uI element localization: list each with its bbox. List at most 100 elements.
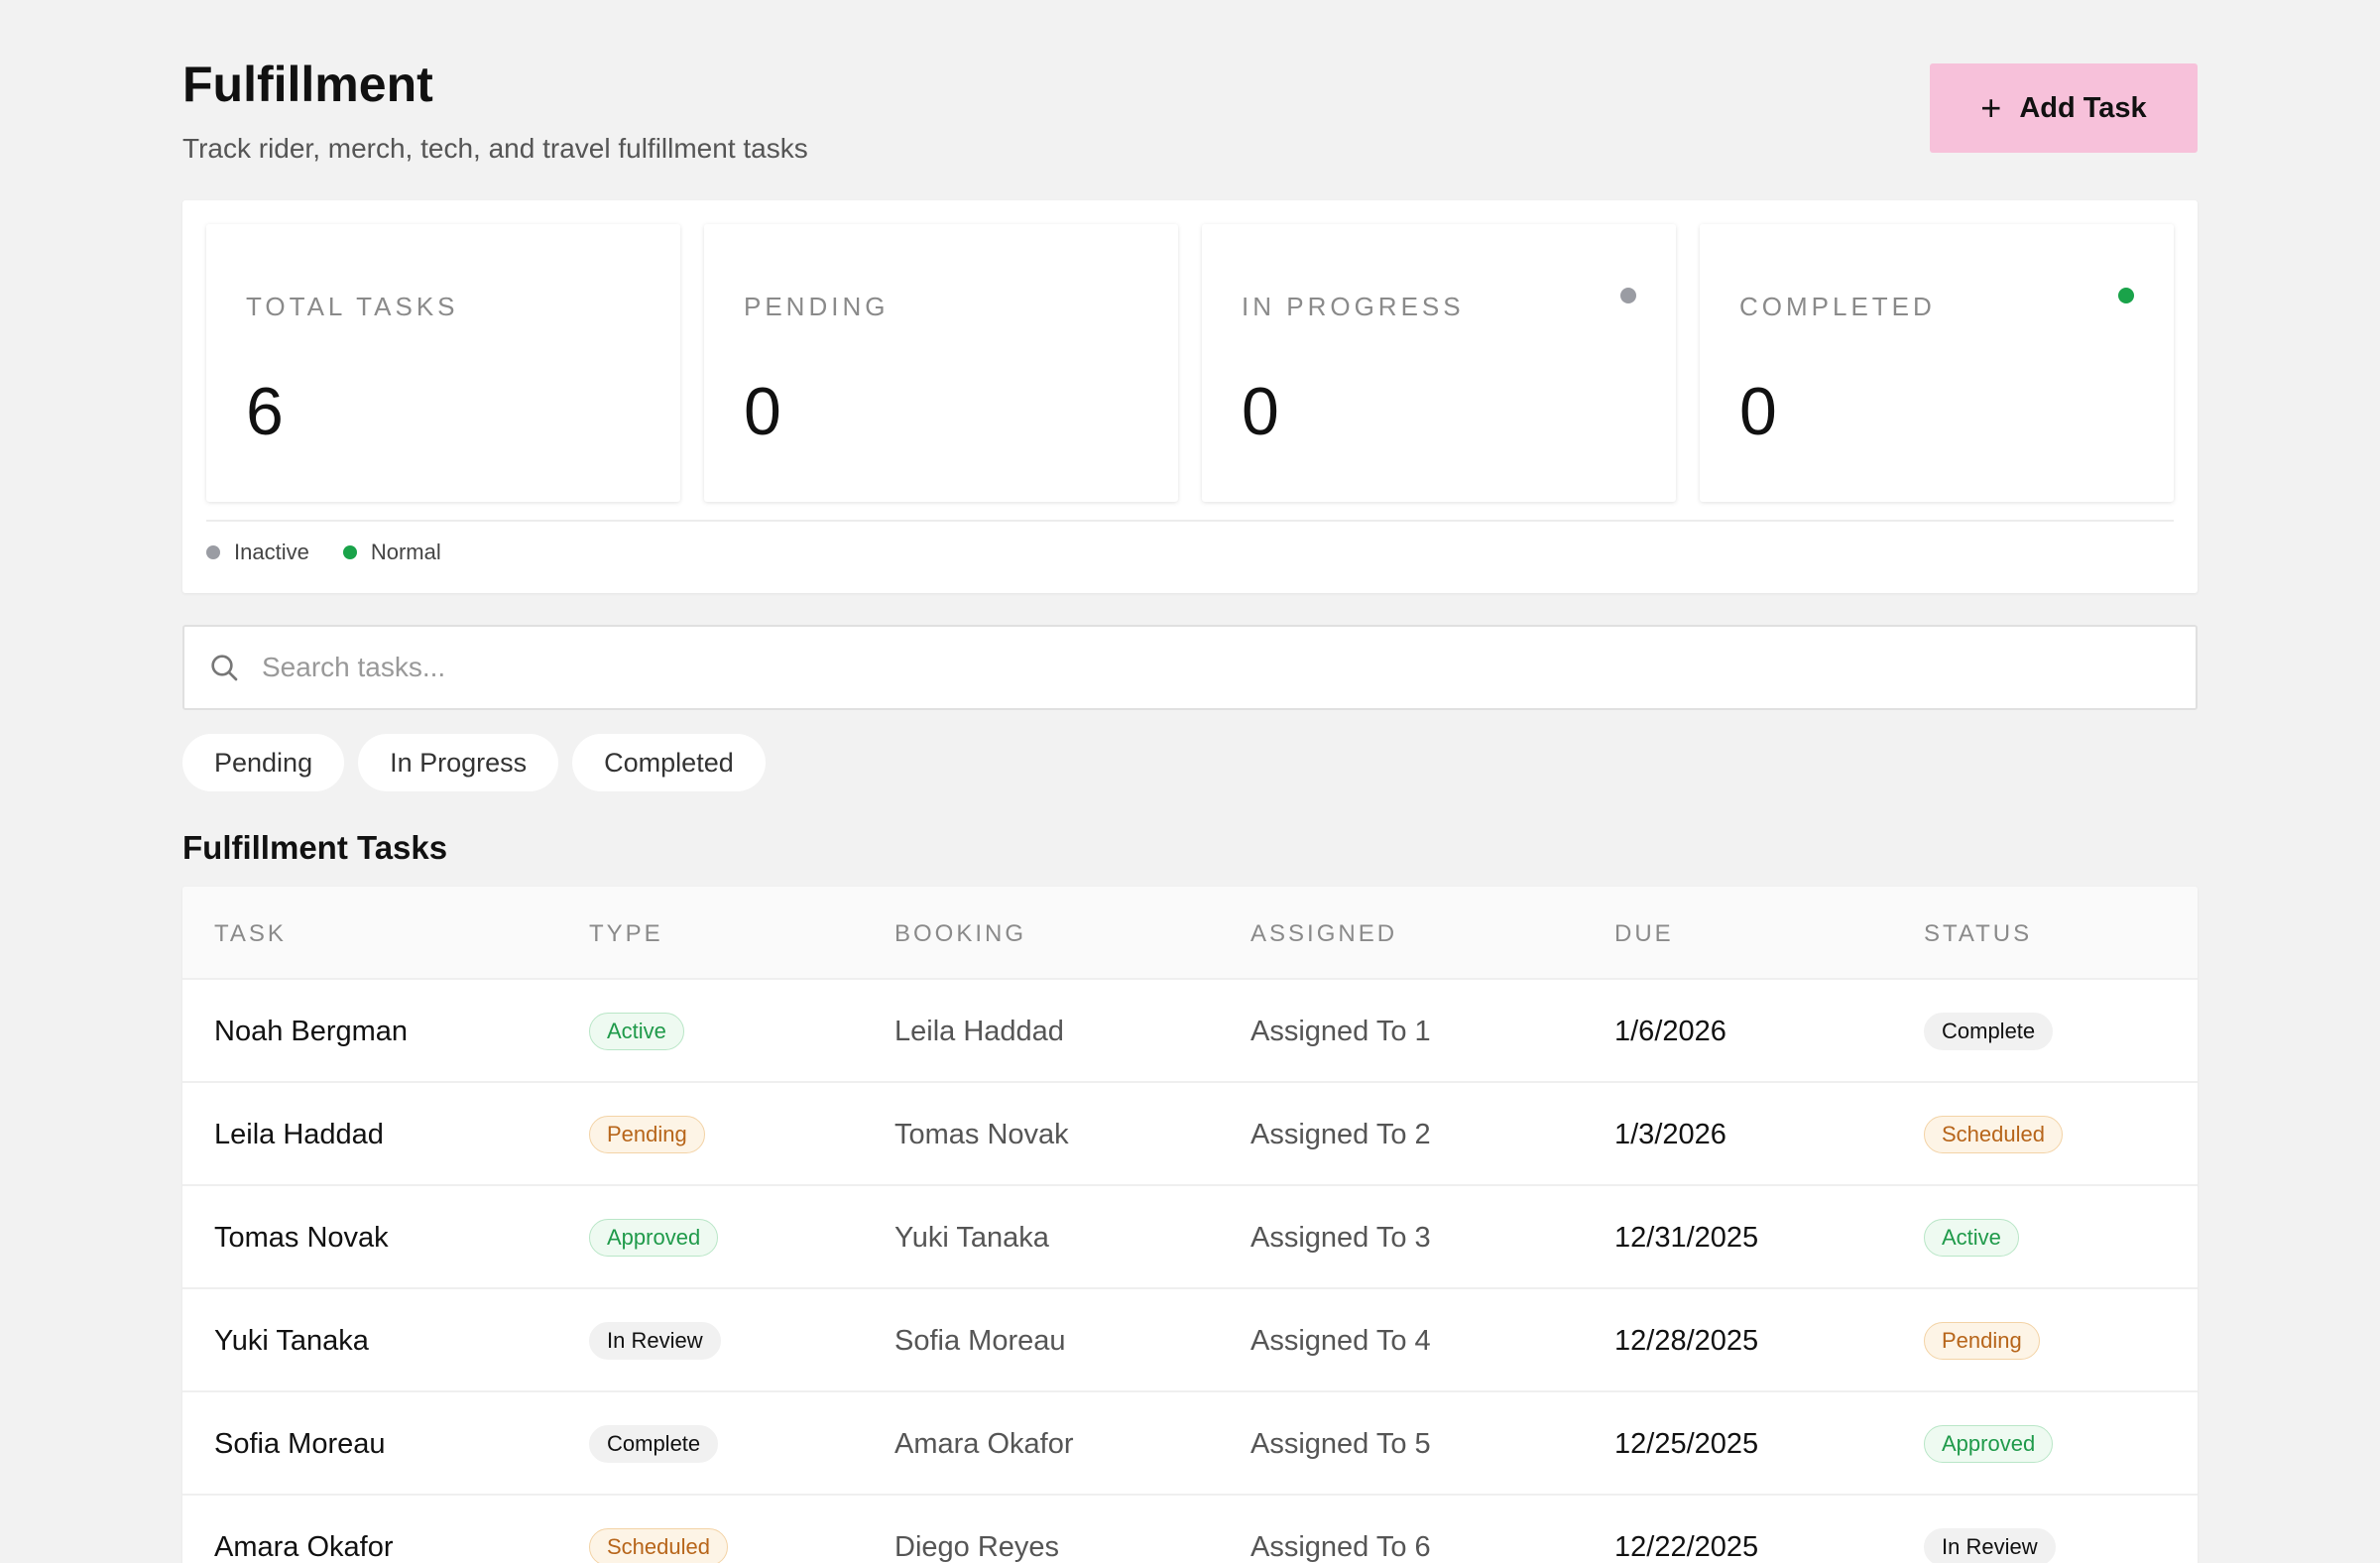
table-row[interactable]: Amara Okafor Scheduled Diego Reyes Assig…: [182, 1494, 2198, 1563]
table-row[interactable]: Noah Bergman Active Leila Haddad Assigne…: [182, 978, 2198, 1081]
status-badge: Scheduled: [1924, 1116, 2063, 1153]
add-task-label: Add Task: [2019, 91, 2147, 124]
stat-label: IN PROGRESS: [1242, 292, 1465, 321]
due-cell: 1/6/2026: [1614, 1015, 1726, 1047]
status-cell: Active: [1924, 1186, 2019, 1289]
page: Fulfillment Track rider, merch, tech, an…: [182, 0, 2198, 1563]
type-cell: Scheduled: [589, 1496, 728, 1563]
status-badge: Pending: [1924, 1322, 2040, 1360]
legend-item-inactive: Inactive: [206, 540, 309, 565]
booking-cell: Tomas Novak: [894, 1118, 1069, 1150]
type-cell: Complete: [589, 1392, 719, 1496]
filter-chip-pending[interactable]: Pending: [182, 734, 345, 791]
status-cell: Complete: [1924, 980, 2054, 1083]
table-row[interactable]: Yuki Tanaka In Review Sofia Moreau Assig…: [182, 1287, 2198, 1390]
stat-card-total-tasks: TOTAL TASKS 6: [206, 224, 680, 502]
stat-value: 0: [1739, 374, 1777, 449]
status-badge: Approved: [1924, 1425, 2054, 1463]
assigned-cell: Assigned To 3: [1250, 1221, 1431, 1254]
filter-chip-in-progress[interactable]: In Progress: [358, 734, 559, 791]
stat-card-pending: PENDING 0: [704, 224, 1178, 502]
assigned-cell: Assigned To 5: [1250, 1427, 1431, 1460]
plus-icon: +: [1980, 87, 2002, 128]
type-badge: Approved: [589, 1219, 719, 1257]
status-cell: Scheduled: [1924, 1083, 2063, 1186]
status-badge: Active: [1924, 1219, 2019, 1257]
status-cell: Approved: [1924, 1392, 2054, 1496]
type-badge: Complete: [589, 1425, 719, 1463]
legend: Inactive Normal: [206, 540, 475, 565]
page-title: Fulfillment: [182, 57, 433, 112]
assigned-cell: Assigned To 4: [1250, 1324, 1431, 1357]
tasks-table: TASK TYPE BOOKING ASSIGNED DUE STATUS No…: [182, 887, 2198, 1563]
type-badge: Pending: [589, 1116, 705, 1153]
inactive-dot-icon: [206, 545, 220, 559]
column-header-task[interactable]: TASK: [214, 920, 287, 947]
legend-label: Normal: [370, 540, 441, 564]
type-cell: Active: [589, 980, 684, 1083]
booking-cell: Diego Reyes: [894, 1530, 1060, 1563]
booking-cell: Yuki Tanaka: [894, 1221, 1049, 1254]
status-badge: In Review: [1924, 1528, 2056, 1563]
column-header-due[interactable]: DUE: [1614, 920, 1674, 947]
due-cell: 12/31/2025: [1614, 1221, 1759, 1254]
task-cell: Sofia Moreau: [214, 1427, 386, 1460]
table-header: TASK TYPE BOOKING ASSIGNED DUE STATUS: [182, 887, 2198, 978]
type-badge: In Review: [589, 1322, 721, 1360]
divider: [206, 520, 2174, 522]
stats-panel: TOTAL TASKS 6 PENDING 0 IN PROGRESS 0 CO…: [182, 200, 2198, 593]
booking-cell: Amara Okafor: [894, 1427, 1074, 1460]
legend-label: Inactive: [234, 540, 309, 564]
status-badge: Complete: [1924, 1013, 2054, 1050]
column-header-status[interactable]: STATUS: [1924, 920, 2033, 947]
stat-card-completed: COMPLETED 0: [1700, 224, 2174, 502]
status-cell: In Review: [1924, 1496, 2056, 1563]
type-badge: Scheduled: [589, 1528, 728, 1563]
column-header-assigned[interactable]: ASSIGNED: [1250, 920, 1398, 947]
inactive-status-dot-icon: [1620, 288, 1636, 303]
type-cell: Approved: [589, 1186, 719, 1289]
type-cell: Pending: [589, 1083, 705, 1186]
stat-label: PENDING: [744, 292, 890, 321]
stat-value: 0: [1242, 374, 1279, 449]
stat-value: 6: [246, 374, 284, 449]
column-header-booking[interactable]: BOOKING: [894, 920, 1027, 947]
page-header: Fulfillment Track rider, merch, tech, an…: [182, 0, 2198, 198]
add-task-button[interactable]: + Add Task: [1930, 63, 2198, 153]
status-cell: Pending: [1924, 1289, 2040, 1392]
due-cell: 1/3/2026: [1614, 1118, 1726, 1150]
booking-cell: Sofia Moreau: [894, 1324, 1066, 1357]
section-title: Fulfillment Tasks: [182, 829, 448, 866]
type-badge: Active: [589, 1013, 684, 1050]
assigned-cell: Assigned To 2: [1250, 1118, 1431, 1150]
assigned-cell: Assigned To 1: [1250, 1015, 1431, 1047]
due-cell: 12/28/2025: [1614, 1324, 1759, 1357]
task-cell: Noah Bergman: [214, 1015, 409, 1047]
due-cell: 12/22/2025: [1614, 1530, 1759, 1563]
booking-cell: Leila Haddad: [894, 1015, 1064, 1047]
stat-card-in-progress: IN PROGRESS 0: [1202, 224, 1676, 502]
search-icon: [208, 651, 242, 684]
stat-value: 0: [744, 374, 781, 449]
legend-item-normal: Normal: [342, 540, 441, 565]
type-cell: In Review: [589, 1289, 721, 1392]
table-row[interactable]: Leila Haddad Pending Tomas Novak Assigne…: [182, 1081, 2198, 1184]
table-row[interactable]: Sofia Moreau Complete Amara Okafor Assig…: [182, 1390, 2198, 1494]
filter-chip-completed[interactable]: Completed: [572, 734, 766, 791]
task-cell: Leila Haddad: [214, 1118, 384, 1150]
search-box: [182, 625, 2198, 710]
stat-label: COMPLETED: [1739, 292, 1936, 321]
page-subtitle: Track rider, merch, tech, and travel ful…: [182, 133, 808, 164]
due-cell: 12/25/2025: [1614, 1427, 1759, 1460]
search-input[interactable]: [262, 652, 2196, 683]
column-header-type[interactable]: TYPE: [589, 920, 663, 947]
stat-label: TOTAL TASKS: [246, 292, 459, 321]
task-cell: Yuki Tanaka: [214, 1324, 369, 1357]
table-row[interactable]: Tomas Novak Approved Yuki Tanaka Assigne…: [182, 1184, 2198, 1287]
normal-dot-icon: [342, 545, 357, 559]
assigned-cell: Assigned To 6: [1250, 1530, 1431, 1563]
task-cell: Amara Okafor: [214, 1530, 394, 1563]
task-cell: Tomas Novak: [214, 1221, 389, 1254]
filter-chips: Pending In Progress Completed: [182, 734, 779, 791]
normal-status-dot-icon: [2118, 288, 2134, 303]
